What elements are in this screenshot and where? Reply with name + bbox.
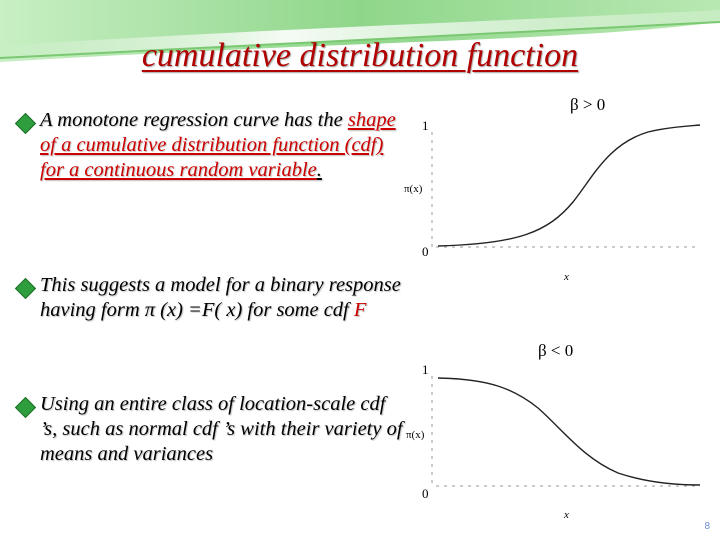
y-tick-bottom: 0: [422, 486, 429, 501]
bullet-item-3: Using an entire class of location-scale …: [14, 392, 403, 467]
y-axis-label: π(x): [406, 429, 425, 441]
bullet-text-plain: Using an entire class of location-scale …: [40, 393, 403, 465]
bullet-item-2: This suggests a model for a binary respo…: [14, 273, 403, 323]
bullet-item-1: A monotone regression curve has the shap…: [14, 108, 403, 183]
cdf-graph-increasing: β > 0 1 π(x) 0 x: [398, 92, 708, 287]
graph-caption: β > 0: [570, 95, 605, 114]
slide-title: cumulative distribution function: [141, 37, 579, 74]
y-tick-top: 1: [422, 118, 429, 133]
y-tick-top: 1: [422, 362, 429, 377]
decreasing-cdf-curve: [437, 377, 701, 486]
bullet-text-plain: A monotone regression curve has the: [40, 109, 348, 131]
y-axis-label: π(x): [404, 183, 423, 195]
bullet-text-emphasis: shape of a cumulative distribution funct…: [40, 109, 396, 181]
bullet-text-emphasis: F: [353, 299, 367, 321]
bullet-text: A monotone regression curve has the shap…: [40, 108, 403, 183]
diamond-bullet-icon: [14, 277, 37, 300]
bullet-text: Using an entire class of location-scale …: [40, 392, 403, 467]
bullet-text-plain: This suggests a model for a binary respo…: [40, 274, 401, 321]
bullet-text: This suggests a model for a binary respo…: [40, 273, 403, 323]
bullet-text-end: .: [316, 159, 322, 181]
cdf-graph-decreasing: β < 0 1 π(x) 0 x: [398, 338, 708, 523]
increasing-cdf-curve: [437, 124, 701, 247]
x-axis-label: x: [563, 509, 569, 521]
page-number: 8: [704, 521, 710, 532]
diamond-bullet-icon: [14, 112, 37, 135]
header-banner: [0, 0, 720, 80]
y-tick-bottom: 0: [422, 244, 429, 259]
x-axis-label: x: [563, 271, 569, 283]
graph-caption: β < 0: [538, 341, 573, 360]
diamond-bullet-icon: [14, 396, 37, 419]
banner-swoosh-graphic: [0, 0, 720, 62]
